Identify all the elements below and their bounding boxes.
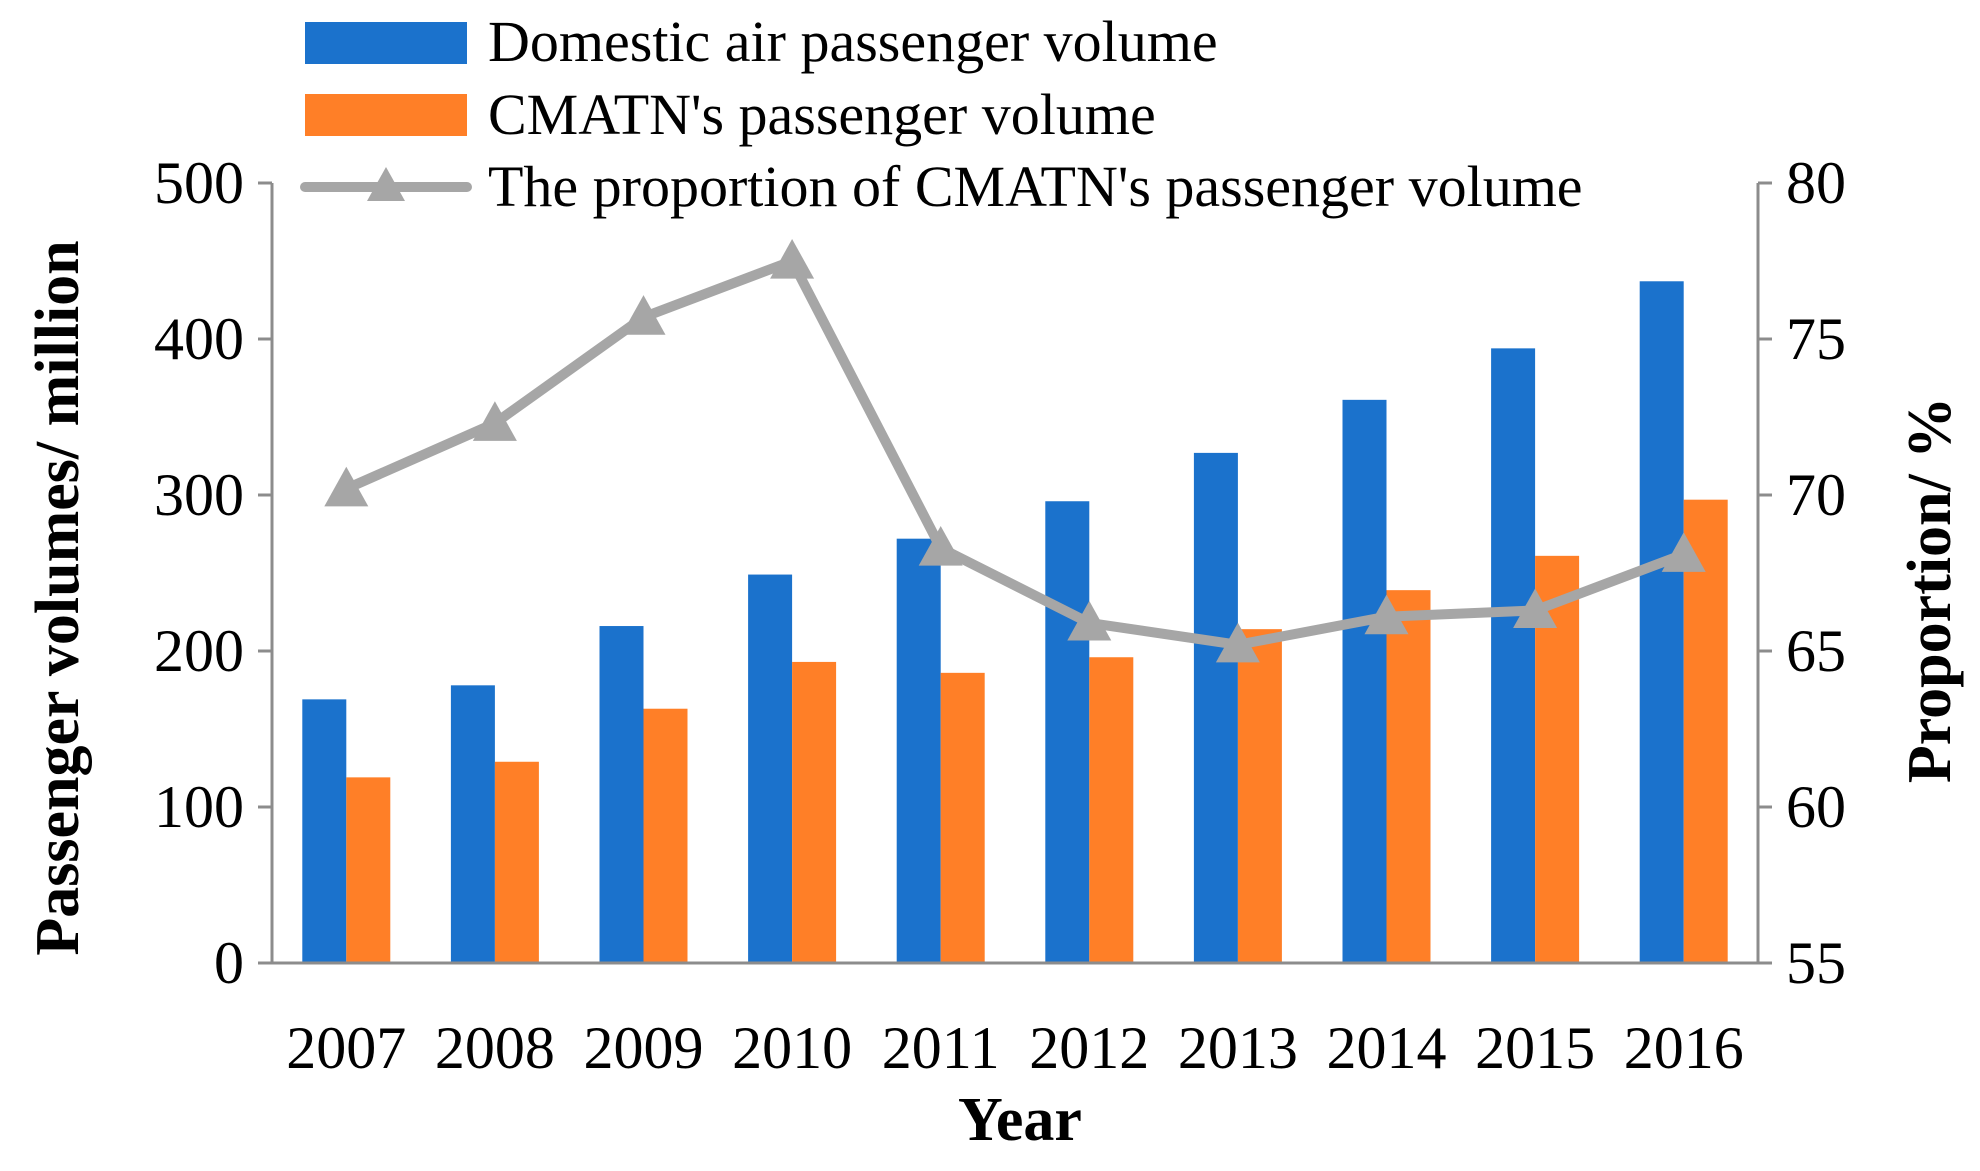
x-tick-label-2009: 2009 xyxy=(584,1015,704,1081)
legend-label-proportion: The proportion of CMATN's passenger volu… xyxy=(488,154,1583,219)
x-tick-label-2010: 2010 xyxy=(732,1015,852,1081)
proportion-point-2010 xyxy=(770,239,815,279)
bar-cmatn-2007 xyxy=(346,777,391,963)
legend-label-cmatn: CMATN's passenger volume xyxy=(488,82,1156,147)
proportion-point-2015 xyxy=(1513,588,1558,629)
bar-domestic-2011 xyxy=(896,538,941,963)
proportion-point-2009 xyxy=(621,295,666,335)
tick-labels-layer: 0 100 200 300 400 500 55 60 65 70 75 80 2007 2008 2009… xyxy=(154,150,1846,1081)
axes-layer xyxy=(258,181,1772,965)
x-tick-label-2013: 2013 xyxy=(1178,1015,1298,1081)
y-tick-label-right-55: 55 xyxy=(1786,930,1846,996)
proportion-point-2016 xyxy=(1661,532,1706,572)
legend-swatch-cmatn xyxy=(305,94,467,136)
bar-cmatn-2014 xyxy=(1386,590,1431,963)
y-axis-title-right: Proportion/ % xyxy=(1896,397,1964,783)
legend-triangle-marker xyxy=(367,167,405,201)
bar-domestic-2016 xyxy=(1639,281,1684,963)
y-tick-label-right-70: 70 xyxy=(1786,462,1846,528)
proportion-point-2014 xyxy=(1364,594,1409,635)
bar-cmatn-2011 xyxy=(940,672,985,963)
proportion-point-2008 xyxy=(472,401,517,441)
legend: Domestic air passenger volume CMATN's pa… xyxy=(300,9,1583,219)
proportion-line xyxy=(341,256,1689,650)
y-tick-label-left-300: 300 xyxy=(154,462,244,528)
legend-label-domestic: Domestic air passenger volume xyxy=(488,9,1218,74)
x-tick-label-2015: 2015 xyxy=(1475,1015,1595,1081)
bar-cmatn-2016 xyxy=(1683,499,1728,963)
y-tick-label-left-500: 500 xyxy=(154,150,244,216)
bar-domestic-2007 xyxy=(302,699,347,963)
y-tick-label-right-60: 60 xyxy=(1786,774,1846,840)
x-tick-label-2016: 2016 xyxy=(1624,1015,1744,1081)
x-axis-title: Year xyxy=(958,1086,1082,1154)
proportion-point-2011 xyxy=(918,526,963,566)
y-tick-label-right-75: 75 xyxy=(1786,306,1846,372)
bar-cmatn-2009 xyxy=(643,708,688,963)
y-tick-label-right-80: 80 xyxy=(1786,150,1846,216)
y-tick-label-left-0: 0 xyxy=(214,930,244,996)
bar-domestic-2015 xyxy=(1491,348,1536,963)
x-tick-label-2012: 2012 xyxy=(1029,1015,1149,1081)
proportion-line-layer xyxy=(324,239,1706,663)
legend-swatch-domestic xyxy=(305,22,467,64)
bar-domestic-2008 xyxy=(450,685,495,963)
proportion-point-2013 xyxy=(1215,622,1260,663)
x-tick-label-2011: 2011 xyxy=(882,1015,1000,1081)
y-axis-title-left: Passenger volumes/ million xyxy=(24,240,92,955)
bar-cmatn-2008 xyxy=(494,761,539,963)
proportion-point-2012 xyxy=(1067,600,1112,641)
bar-domestic-2014 xyxy=(1342,399,1387,964)
x-tick-label-2014: 2014 xyxy=(1327,1015,1447,1081)
bar-cmatn-2010 xyxy=(792,661,837,963)
y-tick-label-right-65: 65 xyxy=(1786,618,1846,684)
x-tick-label-2007: 2007 xyxy=(286,1015,406,1081)
bars-layer xyxy=(302,281,1728,964)
proportion-point-2007 xyxy=(324,466,369,507)
bar-domestic-2012 xyxy=(1045,501,1090,963)
y-tick-label-left-200: 200 xyxy=(154,618,244,684)
x-tick-label-2008: 2008 xyxy=(435,1015,555,1081)
y-tick-label-left-400: 400 xyxy=(154,306,244,372)
bar-domestic-2013 xyxy=(1193,452,1238,963)
bar-domestic-2009 xyxy=(599,626,644,963)
bar-domestic-2010 xyxy=(748,574,793,963)
y-tick-label-left-100: 100 xyxy=(154,774,244,840)
bar-cmatn-2013 xyxy=(1237,629,1282,963)
bar-cmatn-2012 xyxy=(1089,657,1134,963)
